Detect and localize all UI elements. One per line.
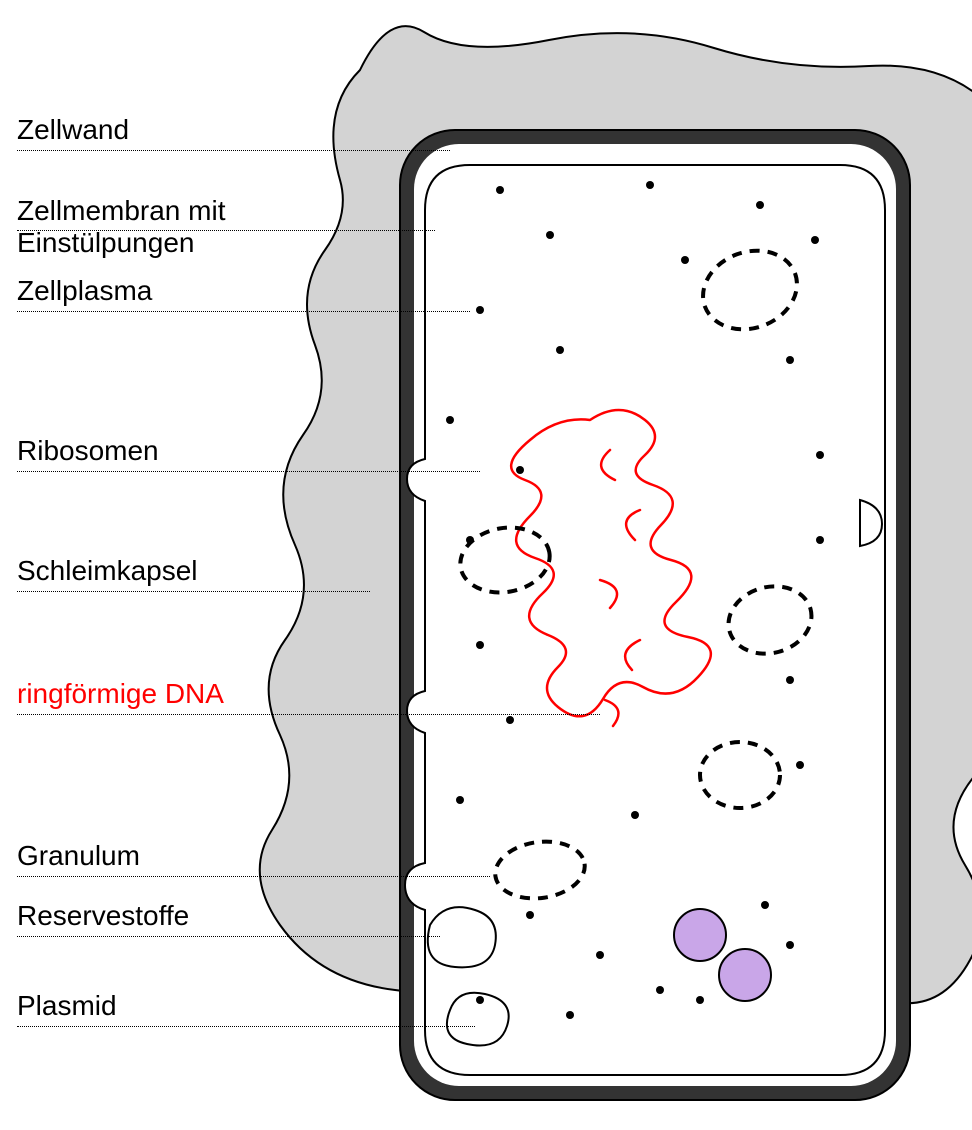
leader-plasmid [17, 1026, 475, 1027]
leader-schleimkapsel [17, 591, 370, 592]
leader-zellplasma [17, 311, 470, 312]
bacterial-cell-diagram: { "type": "labeled-diagram", "title": "P… [0, 0, 972, 1130]
leader-reservestoffe [17, 936, 440, 937]
leader-zellmembran [17, 230, 435, 231]
leader-dna [17, 714, 600, 715]
leader-ribosomen [17, 471, 480, 472]
leader-zellwand [17, 150, 450, 151]
label-granulum: Granulum [17, 840, 140, 872]
label-plasmid: Plasmid [17, 990, 117, 1022]
leader-granulum [17, 876, 490, 877]
label-zellwand: Zellwand [17, 114, 129, 146]
reservestoff-blob [428, 907, 496, 967]
label-zellplasma: Zellplasma [17, 275, 152, 307]
label-schleimkapsel: Schleimkapsel [17, 555, 198, 587]
label-dna: ringförmige DNA [17, 678, 224, 710]
label-zellmembran: Zellmembran mit Einstülpungen [17, 195, 225, 259]
label-reservestoffe: Reservestoffe [17, 900, 189, 932]
label-ribosomen: Ribosomen [17, 435, 159, 467]
